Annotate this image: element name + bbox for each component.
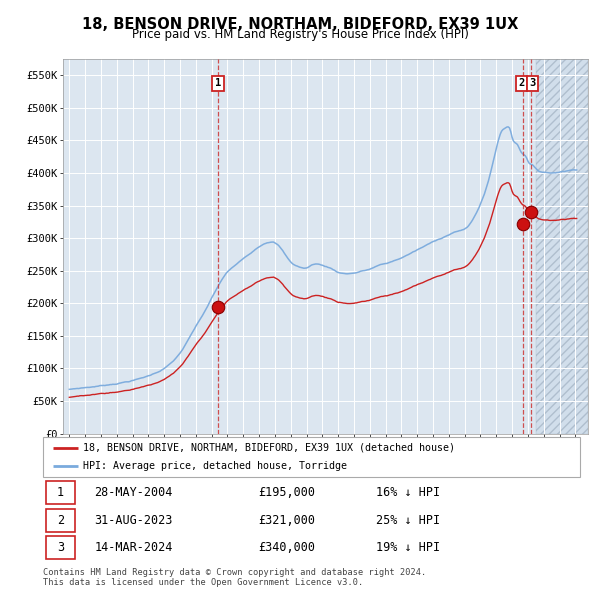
Text: 18, BENSON DRIVE, NORTHAM, BIDEFORD, EX39 1UX: 18, BENSON DRIVE, NORTHAM, BIDEFORD, EX3… — [82, 17, 518, 31]
FancyBboxPatch shape — [46, 509, 76, 532]
Text: 2: 2 — [518, 78, 525, 88]
Text: 28-MAY-2004: 28-MAY-2004 — [94, 486, 173, 499]
Text: 19% ↓ HPI: 19% ↓ HPI — [376, 541, 440, 554]
Text: 16% ↓ HPI: 16% ↓ HPI — [376, 486, 440, 499]
Text: £340,000: £340,000 — [258, 541, 315, 554]
Text: 14-MAR-2024: 14-MAR-2024 — [94, 541, 173, 554]
Text: 1: 1 — [215, 78, 221, 88]
Text: 2: 2 — [57, 514, 64, 527]
Text: 3: 3 — [530, 78, 536, 88]
Bar — [536, 59, 588, 434]
Text: 18, BENSON DRIVE, NORTHAM, BIDEFORD, EX39 1UX (detached house): 18, BENSON DRIVE, NORTHAM, BIDEFORD, EX3… — [83, 443, 455, 453]
Text: 31-AUG-2023: 31-AUG-2023 — [94, 514, 173, 527]
FancyBboxPatch shape — [46, 536, 76, 559]
Text: Contains HM Land Registry data © Crown copyright and database right 2024.
This d: Contains HM Land Registry data © Crown c… — [43, 568, 427, 587]
Bar — [536, 59, 588, 434]
Text: £321,000: £321,000 — [258, 514, 315, 527]
FancyBboxPatch shape — [46, 481, 76, 504]
Text: 1: 1 — [57, 486, 64, 499]
Text: 25% ↓ HPI: 25% ↓ HPI — [376, 514, 440, 527]
Text: £195,000: £195,000 — [258, 486, 315, 499]
Text: 3: 3 — [57, 541, 64, 554]
Text: HPI: Average price, detached house, Torridge: HPI: Average price, detached house, Torr… — [83, 461, 347, 471]
Text: Price paid vs. HM Land Registry's House Price Index (HPI): Price paid vs. HM Land Registry's House … — [131, 28, 469, 41]
